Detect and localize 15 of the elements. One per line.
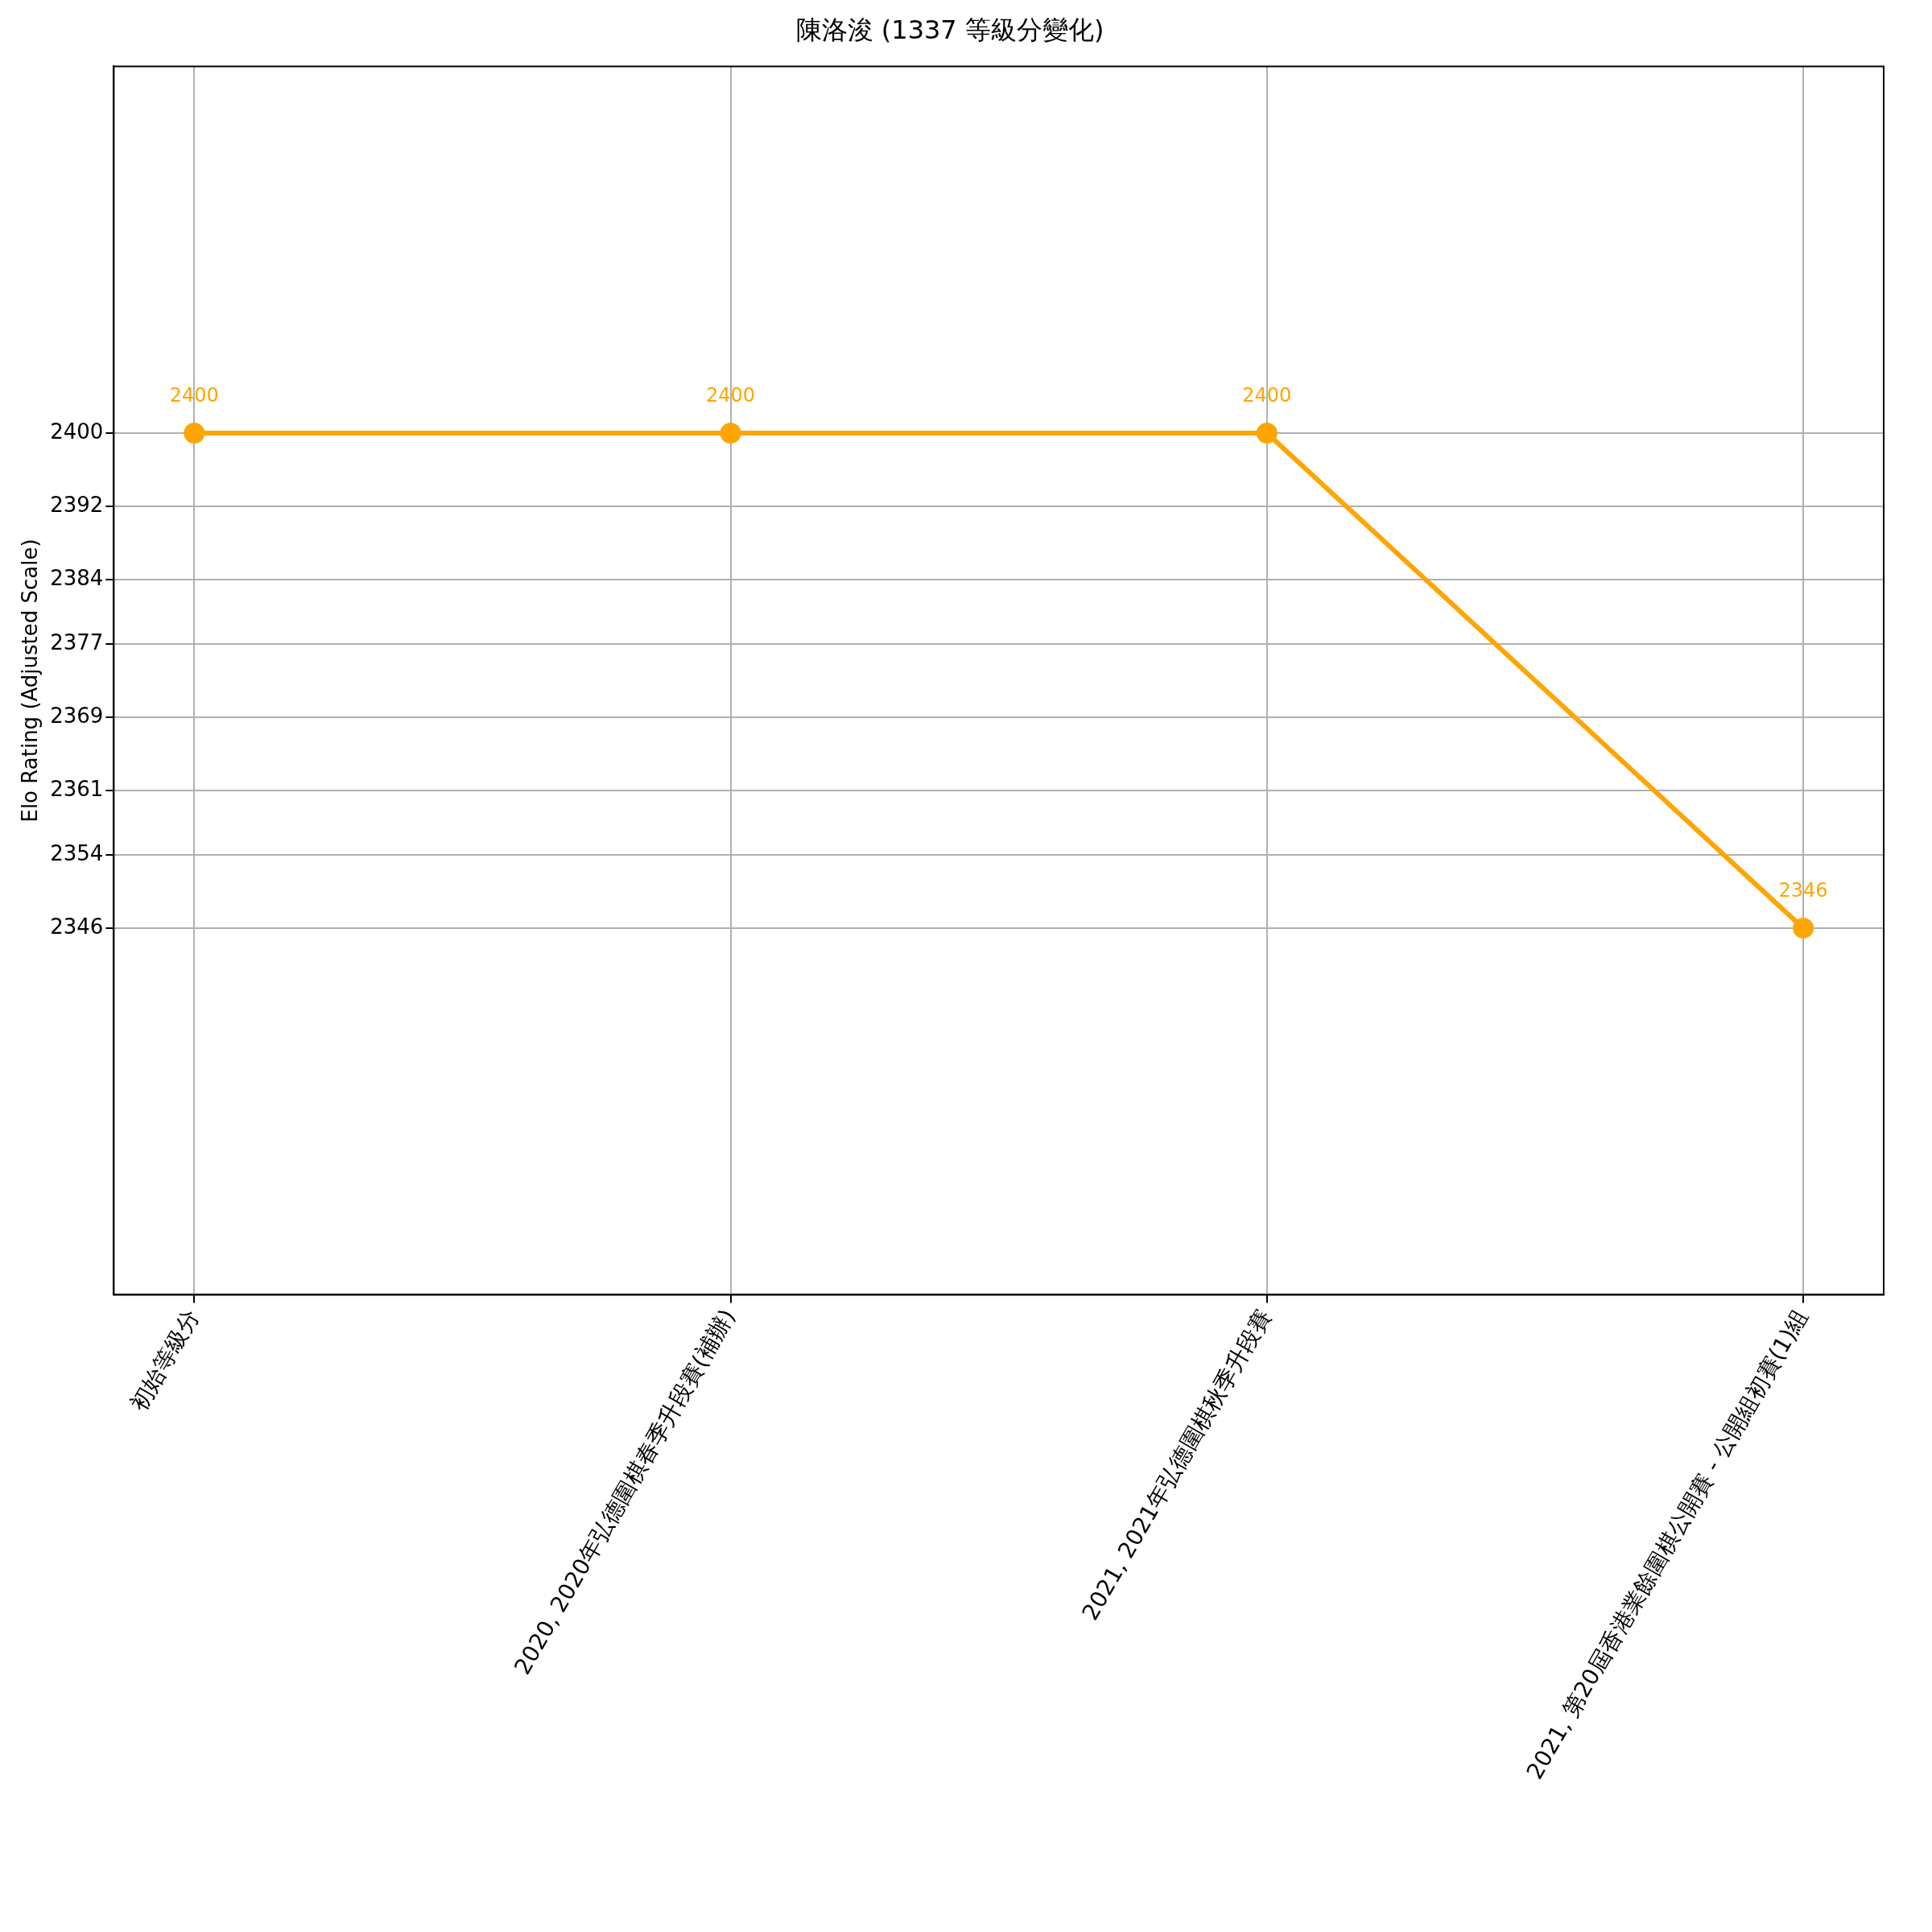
data-label: 2400	[169, 384, 219, 407]
data-label: 2400	[1242, 384, 1292, 407]
y-tick-label: 2346	[50, 914, 104, 939]
y-axis-title: Elo Rating (Adjusted Scale)	[18, 539, 43, 823]
data-label: 2346	[1778, 879, 1828, 902]
y-tick-label: 2361	[50, 776, 104, 801]
y-tick-label: 2384	[50, 565, 104, 590]
chart-title: 陳洛浚 (1337 等級分變化)	[795, 14, 1104, 45]
y-tick-label: 2400	[50, 419, 104, 444]
y-tick-label: 2354	[50, 840, 104, 865]
y-tick-label: 2377	[50, 630, 104, 654]
y-tick-label: 2369	[50, 703, 104, 728]
x-tick-label: 初始等級分	[125, 1304, 204, 1416]
data-label: 2400	[706, 384, 756, 407]
y-tick-label: 2392	[50, 492, 104, 517]
